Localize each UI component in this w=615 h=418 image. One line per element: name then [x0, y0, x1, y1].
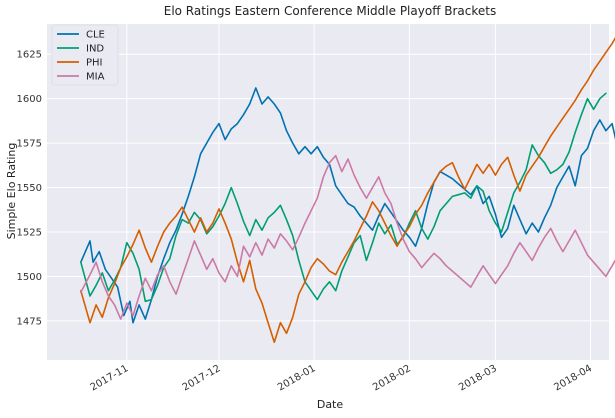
series-lines	[80, 36, 615, 344]
y-tick-label: 1625	[17, 50, 42, 61]
series-line-phi	[80, 36, 615, 344]
series-line-mia	[80, 154, 615, 320]
legend-box	[51, 24, 119, 86]
legend-label-ind: IND	[86, 44, 104, 55]
plot-area	[47, 24, 609, 360]
y-tick-label: 1475	[17, 316, 42, 327]
y-tick-label: 1600	[17, 94, 42, 105]
y-tick-label: 1575	[17, 139, 42, 150]
y-axis-ticks: 1475 1500 1525 1550 1575 1600 1625	[17, 50, 42, 328]
y-tick-label: 1525	[17, 228, 42, 239]
legend-label-cle: CLE	[86, 30, 105, 41]
legend-label-phi: PHI	[86, 58, 103, 69]
series-line-ind	[80, 92, 607, 303]
y-axis-title: Simple Elo Rating	[5, 143, 18, 240]
legend-label-mia: MIA	[86, 72, 105, 83]
x-axis-title: Date	[317, 398, 344, 411]
legend-items: CLE IND PHI MIA	[57, 30, 105, 83]
legend: CLE IND PHI MIA	[51, 24, 119, 86]
y-tick-label: 1550	[17, 183, 42, 194]
chart-title: Elo Ratings Eastern Conference Middle Pl…	[164, 4, 497, 18]
series-line-cle	[80, 87, 615, 324]
y-tick-label: 1500	[17, 272, 42, 283]
